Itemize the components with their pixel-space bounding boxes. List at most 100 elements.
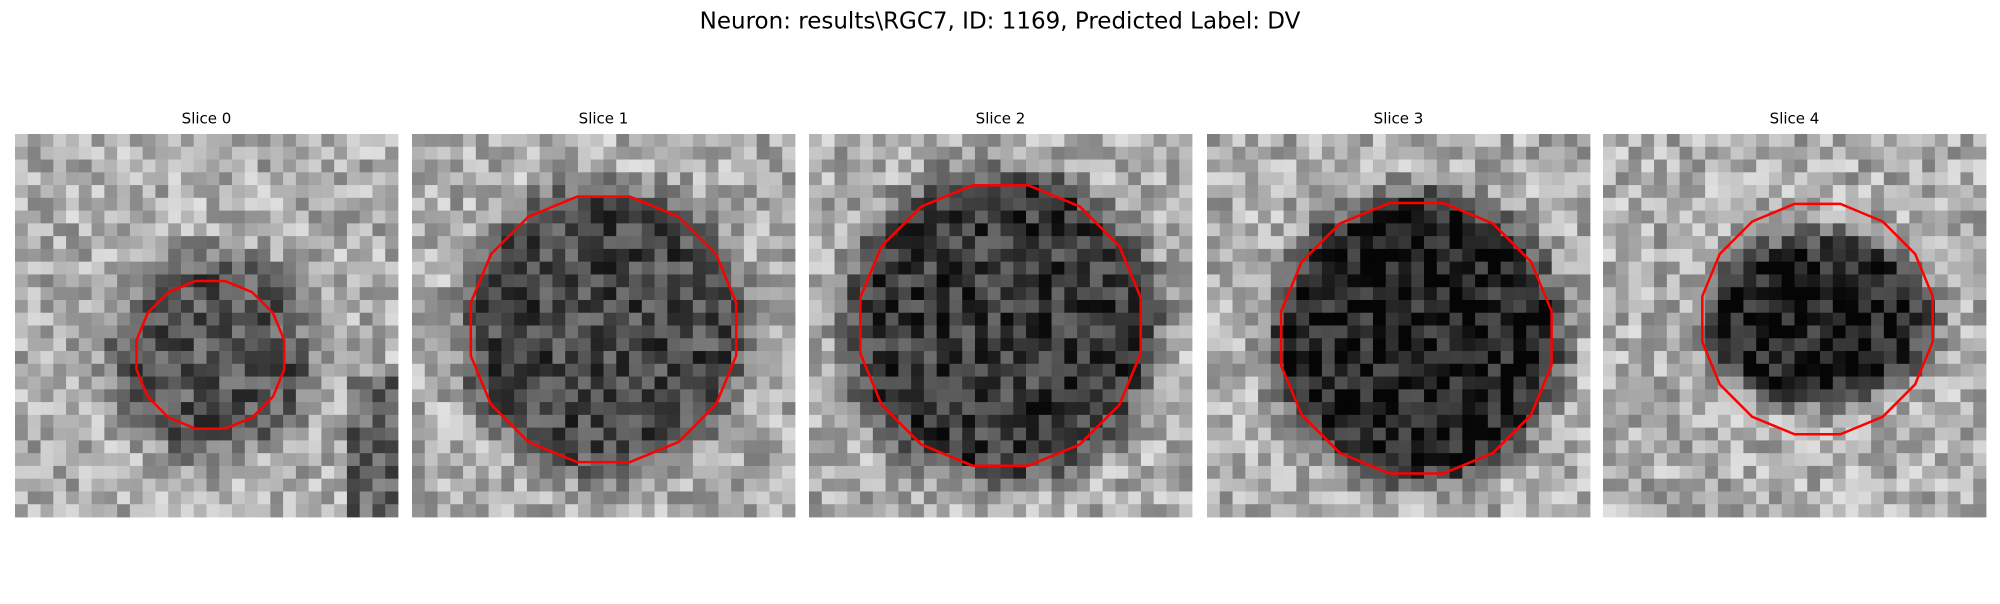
pixel — [731, 185, 745, 199]
pixel — [756, 146, 770, 160]
pixel — [1654, 248, 1668, 263]
pixel — [1679, 363, 1693, 377]
pixel — [1051, 134, 1065, 148]
pixel — [898, 236, 912, 250]
pixel — [1947, 504, 1961, 518]
pixel — [1513, 389, 1527, 403]
pixel — [949, 325, 963, 339]
pixel — [834, 363, 848, 377]
pixel — [1743, 440, 1757, 454]
pixel — [1666, 299, 1680, 314]
pixel — [1334, 465, 1348, 480]
pixel — [1871, 287, 1885, 301]
pixel — [962, 248, 976, 263]
pixel — [565, 159, 579, 173]
pixel — [308, 491, 322, 505]
pixel — [1115, 440, 1129, 454]
pixel — [616, 465, 630, 480]
pixel — [1717, 312, 1732, 326]
pixel — [1934, 363, 1949, 377]
pixel — [1283, 210, 1297, 224]
pixel — [463, 197, 477, 211]
pixel — [1947, 491, 1961, 505]
pixel — [359, 248, 373, 263]
pixel — [206, 223, 220, 237]
pixel — [40, 376, 54, 390]
pixel — [782, 299, 796, 314]
pixel — [1756, 363, 1770, 377]
pixel — [949, 210, 963, 224]
pixel — [78, 312, 92, 326]
pixel — [1089, 197, 1104, 211]
pixel — [641, 236, 655, 250]
pixel — [450, 504, 464, 518]
pixel — [1858, 287, 1872, 301]
pixel — [1372, 287, 1387, 301]
pixel — [731, 223, 745, 237]
pixel — [1679, 210, 1693, 224]
pixel — [142, 210, 156, 224]
pixel — [1858, 261, 1872, 275]
pixel — [821, 146, 835, 160]
pixel — [1960, 236, 1974, 250]
pixel — [1487, 478, 1502, 492]
pixel — [1858, 172, 1872, 186]
pixel — [1883, 414, 1898, 429]
pixel — [334, 453, 348, 467]
pixel — [1692, 236, 1706, 250]
pixel — [1449, 287, 1463, 301]
pixel — [1449, 172, 1463, 186]
pixel — [232, 287, 246, 301]
pixel — [782, 376, 796, 390]
pixel — [206, 248, 220, 263]
pixel — [244, 274, 258, 288]
pixel — [385, 325, 399, 339]
pixel — [1922, 453, 1936, 467]
pixel — [1372, 325, 1387, 339]
pixel — [552, 159, 566, 173]
pixel — [1705, 312, 1719, 326]
pixel — [1577, 478, 1591, 492]
pixel — [1360, 351, 1374, 365]
pixel — [577, 248, 592, 263]
pixel — [1283, 325, 1297, 339]
pixel — [129, 248, 144, 263]
pixel — [860, 299, 874, 314]
pixel — [257, 478, 271, 492]
pixel — [129, 440, 144, 454]
pixel — [616, 351, 630, 365]
pixel — [705, 376, 719, 390]
pixel — [1372, 134, 1387, 148]
pixel — [1551, 453, 1565, 467]
pixel — [1973, 389, 1987, 403]
pixel — [1909, 210, 1923, 224]
pixel — [1960, 465, 1974, 480]
pixel — [1768, 478, 1783, 492]
pixel — [1564, 172, 1578, 186]
pixel — [78, 402, 92, 416]
pixel — [232, 248, 246, 263]
pixel — [731, 312, 745, 326]
pixel — [743, 325, 758, 339]
pixel — [1615, 440, 1629, 454]
pixel — [1564, 274, 1578, 288]
pixel — [1232, 312, 1246, 326]
pixel — [514, 402, 528, 416]
pixel — [654, 134, 668, 148]
pixel — [1513, 465, 1527, 480]
pixel — [66, 159, 80, 173]
pixel — [1615, 134, 1629, 148]
pixel — [168, 146, 182, 160]
pixel — [1500, 402, 1514, 416]
pixel — [117, 453, 131, 467]
pixel — [654, 338, 668, 352]
pixel — [1526, 465, 1540, 480]
pixel — [308, 478, 322, 492]
pixel — [1794, 223, 1808, 237]
pixel — [1232, 465, 1246, 480]
pixel — [244, 363, 258, 377]
pixel — [1245, 299, 1259, 314]
pixel — [78, 351, 92, 365]
pixel — [1089, 146, 1104, 160]
pixel — [104, 248, 118, 263]
